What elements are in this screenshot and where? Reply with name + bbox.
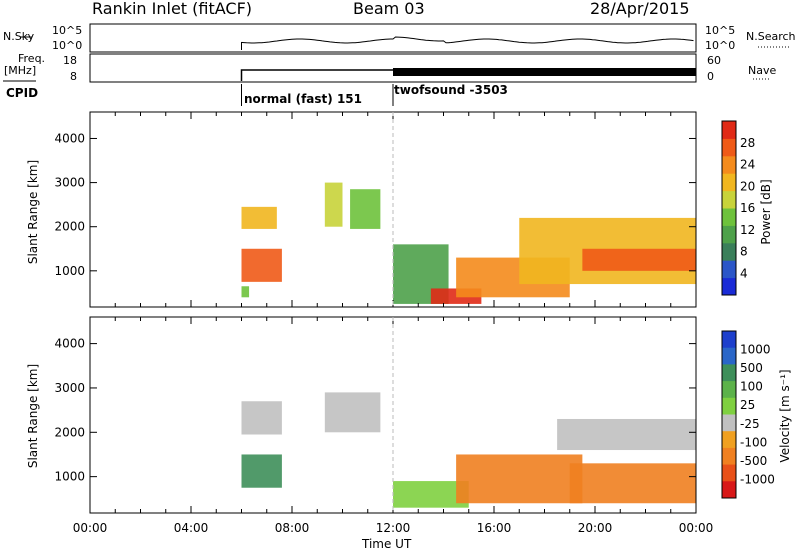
power-colorbar-tick-5: 20 [740, 179, 755, 193]
power-region-3 [241, 286, 250, 298]
noise-left-tick-bottom: 10^0 [52, 39, 83, 52]
power-colorbar-swatch-7 [722, 173, 736, 192]
power-colorbar-tick-6: 24 [740, 158, 755, 172]
power-colorbar-tick-2: 8 [740, 245, 748, 259]
x-tick-4: 12:00 [376, 521, 411, 535]
power-colorbar-tick-4: 16 [740, 201, 755, 215]
date-label: 28/Apr/2015 [590, 0, 690, 18]
noise-panel-frame [89, 23, 697, 53]
velocity-colorbar-tick-7: -500 [740, 454, 767, 468]
beam-label: Beam 03 [353, 0, 425, 18]
power-region-5 [350, 189, 381, 229]
noise-right-tick-bottom: 10^0 [705, 39, 736, 52]
velocity-colorbar-swatch-10 [722, 481, 736, 499]
velocity-colorbar-swatch-1 [722, 331, 736, 349]
power-colorbar-swatch-8 [722, 155, 736, 174]
x-tick-7: 00:00 [679, 521, 714, 535]
velocity-colorbar-tick-6: -100 [740, 435, 767, 449]
nsearch-label: N.Search [746, 30, 796, 43]
x-tick-5: 16:00 [477, 521, 512, 535]
freq-label-1: Freq. [18, 52, 46, 65]
nave-trace [393, 68, 696, 76]
power-colorbar-tick-3: 12 [740, 223, 755, 237]
power-ytick-2: 2000 [54, 220, 85, 234]
velocity-colorbar-swatch-2 [722, 347, 736, 365]
velocity-colorbar-swatch-6 [722, 414, 736, 432]
power-colorbar-tick-1: 4 [740, 266, 748, 280]
x-tick-2: 04:00 [174, 521, 209, 535]
velocity-colorbar-frame [721, 330, 737, 499]
velocity-ytick-4: 4000 [54, 337, 85, 351]
power-colorbar-swatch-10 [722, 121, 736, 139]
velocity-region-3 [324, 392, 381, 433]
power-region-1 [241, 206, 277, 229]
freq-right-tick-top: 60 [707, 54, 721, 67]
power-colorbar-swatch-9 [722, 138, 736, 157]
velocity-colorbar-tick-5: -25 [740, 417, 760, 431]
velocity-ytick-3: 3000 [54, 381, 85, 395]
freq-label-2: [MHz] [4, 64, 37, 77]
velocity-colorbar-tick-3: 100 [740, 380, 763, 394]
power-colorbar-swatch-1 [722, 277, 736, 296]
noise-trace [241, 36, 694, 50]
velocity-region-7 [569, 463, 696, 504]
velocity-region-5 [456, 454, 583, 504]
freq-left-tick-bottom: 8 [70, 70, 77, 83]
x-axis-label: Time UT [362, 537, 412, 551]
x-tick-6: 20:00 [578, 521, 613, 535]
power-colorbar-swatch-5 [722, 208, 736, 226]
power-colorbar-swatch-2 [722, 260, 736, 279]
freq-trace [240, 69, 393, 81]
velocity-colorbar-tick-2: 500 [740, 361, 763, 375]
velocity-colorbar-swatch-5 [722, 397, 736, 415]
power-region-4 [324, 182, 343, 227]
velocity-ytick-2: 2000 [54, 425, 85, 439]
velocity-colorbar-tick-1: 1000 [740, 343, 771, 357]
cpid-segment-2-label: twofsound -3503 [394, 83, 508, 97]
velocity-region-2 [241, 454, 282, 488]
nsky-label: N.Sky [3, 30, 35, 43]
power-colorbar-swatch-3 [722, 242, 736, 261]
cpid-label: CPID [6, 86, 39, 100]
power-region-2 [241, 248, 282, 282]
freq-left-tick-top: 18 [63, 54, 77, 67]
noise-left-tick-top: 10^5 [52, 24, 83, 37]
power-colorbar-swatch-4 [722, 225, 736, 244]
freq-right-tick-bottom: 0 [707, 70, 714, 83]
velocity-colorbar-swatch-9 [722, 464, 736, 482]
velocity-colorbar-swatch-4 [722, 381, 736, 399]
station-title: Rankin Inlet (fitACF) [92, 0, 253, 18]
velocity-region-1 [241, 401, 282, 435]
power-ytick-1: 1000 [54, 264, 85, 278]
velocity-ytick-1: 1000 [54, 470, 85, 484]
power-colorbar-tick-7: 28 [740, 136, 755, 150]
power-colorbar-frame [721, 120, 737, 296]
velocity-colorbar-swatch-7 [722, 431, 736, 449]
power-colorbar-swatch-6 [722, 190, 736, 209]
velocity-region-6 [557, 418, 696, 451]
velocity-colorbar-tick-4: 25 [740, 398, 755, 412]
x-tick-1: 00:00 [73, 521, 108, 535]
power-ytick-3: 3000 [54, 176, 85, 190]
power-ytick-4: 4000 [54, 131, 85, 145]
velocity-colorbar-tick-8: -1000 [740, 472, 775, 486]
velocity-colorbar-swatch-3 [722, 364, 736, 382]
nave-label: Nave [748, 64, 777, 77]
noise-right-tick-top: 10^5 [705, 24, 736, 37]
cpid-segment-1-label: normal (fast) 151 [244, 92, 362, 106]
power-region-10 [582, 248, 696, 271]
x-tick-3: 08:00 [275, 521, 310, 535]
velocity-colorbar-swatch-8 [722, 447, 736, 466]
